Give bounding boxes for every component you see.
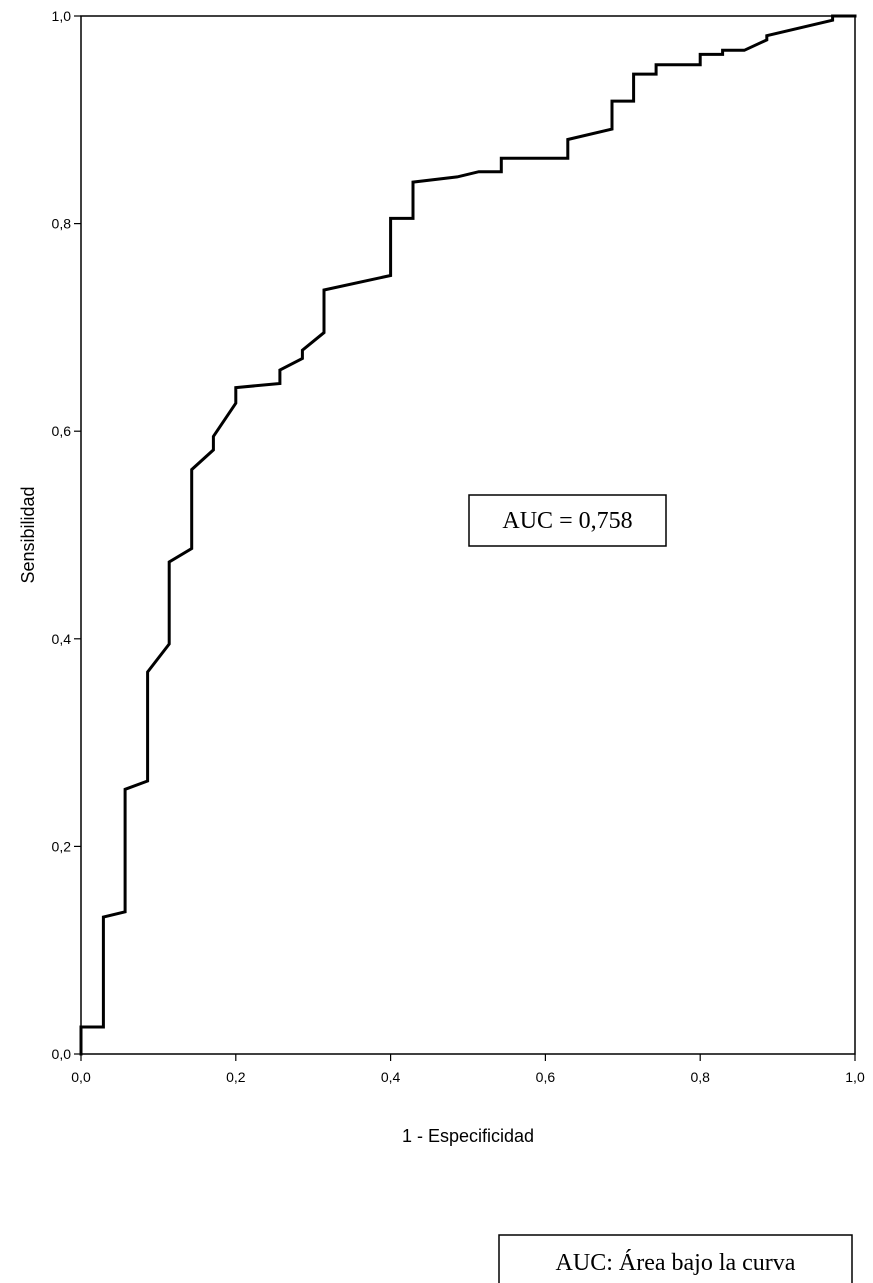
footnote-frame: [498, 1234, 853, 1283]
x-tick-label: 0,8: [690, 1069, 710, 1085]
y-tick-label: 1,0: [52, 8, 72, 24]
roc-curve: [79, 14, 857, 1056]
x-tick-label: 0,4: [381, 1069, 401, 1085]
y-tick-label: 0,2: [52, 838, 72, 854]
auc-annotation-box: AUC = 0,758: [468, 494, 667, 547]
y-tick-label: 0,8: [52, 216, 72, 232]
x-tick-label: 0,6: [536, 1069, 556, 1085]
x-tick-label: 1,0: [845, 1069, 865, 1085]
plot-frame: [80, 15, 856, 1055]
auc-annotation-label: AUC = 0,758: [502, 508, 632, 534]
y-tick-label: 0,0: [52, 1046, 72, 1062]
plot-area: 0,0 0,2 0,4 0,6 0,8 1,0 0,0 0,2 0,4 0,6 0,8 1,0 1 - …: [18, 8, 865, 1146]
footnote-label: AUC: Área bajo la curva: [556, 1250, 796, 1276]
y-axis-title: Sensibilidad: [18, 486, 38, 583]
x-tick-label: 0,0: [71, 1069, 91, 1085]
y-tick-label: 0,4: [52, 631, 72, 647]
y-tick-label: 0,6: [52, 423, 72, 439]
footnote-box: AUC: Área bajo la curva: [498, 1234, 853, 1283]
auc-annotation-frame: [468, 494, 667, 547]
x-tick-label: 0,2: [226, 1069, 246, 1085]
x-axis-title: 1 - Especificidad: [402, 1126, 534, 1146]
